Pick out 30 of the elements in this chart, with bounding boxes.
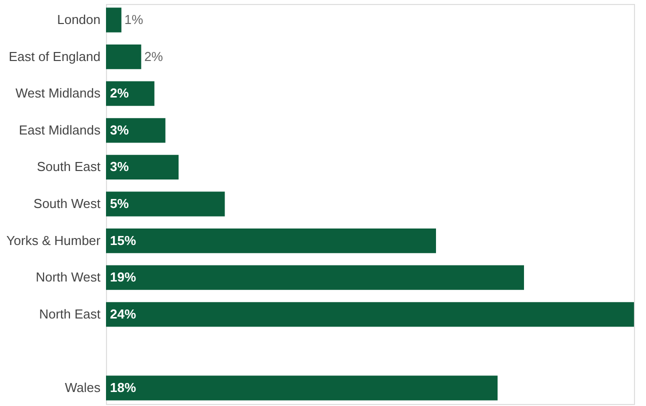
bar — [106, 192, 225, 216]
y-tick-label: East Midlands — [18, 122, 101, 138]
bar — [106, 81, 154, 106]
data-label: 18% — [110, 380, 136, 395]
bar — [106, 228, 436, 254]
bar — [106, 8, 122, 32]
data-label: 3% — [110, 159, 130, 174]
data-label: 3% — [110, 122, 130, 138]
y-tick-label: North East — [39, 306, 101, 322]
bar — [106, 302, 634, 327]
bar — [106, 118, 166, 143]
data-label: 15% — [110, 232, 136, 248]
y-tick-label: South East — [36, 159, 101, 174]
data-label: 19% — [110, 270, 136, 285]
y-tick-label: Yorks & Humber — [6, 232, 102, 248]
y-tick-label: London — [57, 12, 100, 28]
data-label: 2% — [110, 86, 130, 101]
y-tick-label: West Midlands — [15, 86, 101, 101]
data-label: 1% — [124, 12, 144, 28]
data-label: 24% — [110, 306, 136, 322]
bar — [106, 376, 498, 400]
y-tick-label: North West — [36, 270, 101, 285]
y-tick-label: South West — [34, 196, 101, 211]
data-label: 5% — [110, 196, 130, 211]
bar — [106, 44, 142, 70]
data-label: 2% — [144, 48, 164, 64]
bar — [106, 265, 524, 290]
y-tick-label: Wales — [64, 380, 101, 395]
y-tick-label: East of England — [8, 48, 100, 64]
bar — [106, 154, 179, 180]
